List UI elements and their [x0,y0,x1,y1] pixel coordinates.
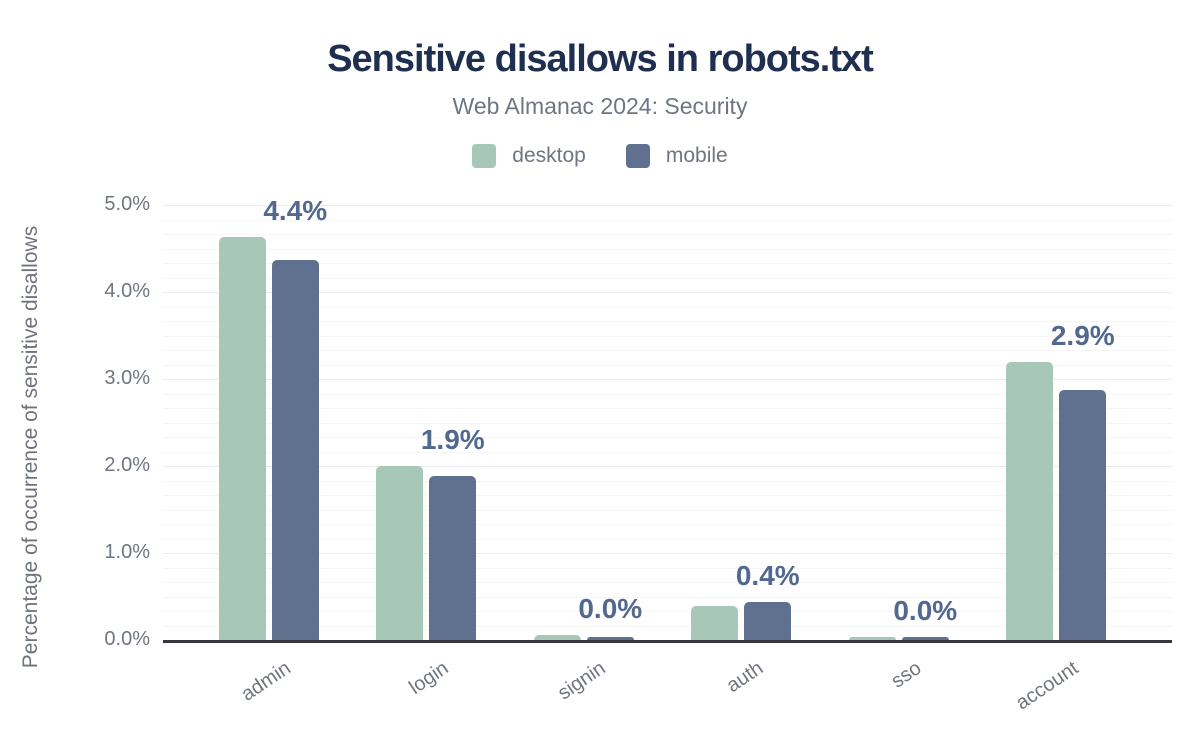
minor-gridline [163,451,1172,453]
mobile-swatch-icon [625,144,650,168]
bar-mobile-account [1059,390,1107,640]
y-tick-label: 1.0% [104,541,150,563]
minor-gridline [163,495,1172,496]
minor-gridline [163,234,1172,235]
minor-gridline [163,538,1172,540]
y-tick-label: 4.0% [104,280,150,302]
minor-gridline [163,437,1172,438]
legend-label-desktop: desktop [512,144,586,167]
bar-value-label: 0.0% [578,592,643,624]
y-axis-title: Percentage of occurrence of sensitive di… [19,225,42,669]
minor-gridline [163,524,1172,525]
bar-desktop-signin [533,634,581,640]
x-category-label: signin [554,657,611,705]
legend-item-mobile: mobile [625,144,728,168]
major-gridline [163,205,1172,206]
minor-gridline [163,219,1172,221]
minor-gridline [163,582,1172,583]
y-tick-label: 0.0% [104,628,150,650]
minor-gridline [163,350,1172,351]
y-tick-label: 2.0% [104,454,150,476]
x-category-label: auth [722,657,768,698]
minor-gridline [163,509,1172,511]
minor-gridline [163,393,1172,395]
bar-mobile-signin [586,637,634,640]
bar-desktop-login [376,466,424,640]
chart-title: Sensitive disallows in robots.txt [327,38,874,80]
minor-gridline [163,625,1172,627]
legend: desktop mobile [0,144,1200,168]
minor-gridline [163,248,1172,250]
major-gridline [163,292,1172,293]
minor-gridline [163,567,1172,569]
x-category-label: login [405,657,453,699]
bar-desktop-admin [218,237,266,640]
bar-desktop-sso [848,637,896,640]
bar-value-label: 0.0% [893,595,958,627]
plot-area: 4.4% 1.9% 0.0% 0.4% 0.0% 2.9% [163,195,1172,640]
major-gridline [163,466,1172,467]
legend-item-desktop: desktop [472,144,586,168]
bar-mobile-login [429,476,477,640]
minor-gridline [163,422,1172,424]
minor-gridline [163,480,1172,482]
bar-value-label: 0.4% [735,559,800,591]
bar-mobile-auth [744,601,792,640]
x-category-label: sso [886,657,926,693]
bar-desktop-account [1006,361,1054,640]
bar-mobile-sso [901,637,949,640]
desktop-swatch-icon [472,144,497,168]
minor-gridline [163,611,1172,612]
legend-label-mobile: mobile [665,144,728,167]
bar-value-label: 1.9% [420,424,485,455]
minor-gridline [163,306,1172,308]
minor-gridline [163,364,1172,366]
x-axis-line [163,640,1172,643]
y-tick-label: 3.0% [104,367,150,389]
minor-gridline [163,263,1172,264]
chart-subtitle: Web Almanac 2024: Security [452,93,748,119]
x-category-label: admin [237,657,296,706]
minor-gridline [163,408,1172,409]
y-tick-label: 5.0% [104,193,150,215]
major-gridline [163,553,1172,554]
bar-value-label: 2.9% [1050,319,1115,351]
minor-gridline [163,277,1172,279]
bar-desktop-auth [691,606,739,640]
minor-gridline [163,321,1172,322]
bar-mobile-admin [271,259,319,640]
bar-value-label: 4.4% [263,195,328,227]
x-category-label: account [1012,657,1083,715]
minor-gridline [163,596,1172,598]
minor-gridline [163,335,1172,337]
major-gridline [163,379,1172,380]
